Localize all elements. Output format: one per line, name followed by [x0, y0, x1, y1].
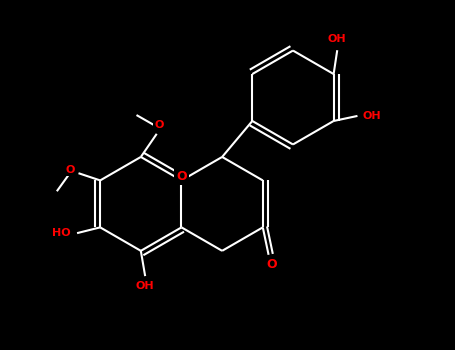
Text: O: O: [65, 164, 75, 175]
Text: OH: OH: [363, 111, 381, 121]
Text: O: O: [266, 258, 277, 271]
Text: OH: OH: [136, 281, 155, 291]
Text: HO: HO: [52, 228, 71, 238]
Text: O: O: [176, 170, 187, 183]
Text: O: O: [154, 120, 164, 130]
Text: OH: OH: [328, 34, 347, 44]
